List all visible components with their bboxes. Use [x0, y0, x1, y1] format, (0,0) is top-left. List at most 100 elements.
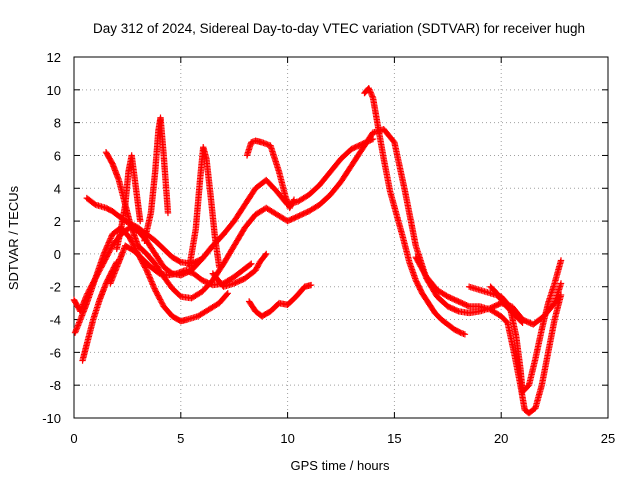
data-point	[137, 217, 144, 225]
y-tick-label: 2	[54, 214, 61, 229]
data-point	[154, 290, 161, 298]
y-tick-label: -10	[42, 411, 61, 426]
data-point	[102, 246, 109, 253]
data-point	[289, 199, 296, 206]
data-point	[145, 272, 153, 280]
data-point	[145, 271, 152, 278]
data-point	[90, 200, 98, 207]
data-point	[150, 282, 157, 289]
data-point	[104, 240, 112, 248]
data-point	[150, 283, 158, 291]
data-point	[216, 263, 223, 271]
y-tick-label: -4	[49, 313, 61, 328]
data-point	[126, 234, 133, 241]
data-point	[108, 233, 115, 241]
data-point	[142, 264, 149, 271]
series-arc5	[102, 126, 565, 328]
data-point	[105, 239, 112, 246]
data-point	[144, 268, 151, 275]
data-point	[148, 278, 155, 285]
data-point	[151, 285, 158, 292]
data-point	[247, 261, 254, 268]
data-point	[453, 307, 461, 314]
x-axis-label: GPS time / hours	[291, 458, 390, 473]
x-tick-label: 0	[70, 431, 77, 446]
x-tick-label: 25	[601, 431, 615, 446]
series-arc7	[113, 152, 144, 253]
data-point	[176, 258, 183, 265]
data-point	[368, 90, 375, 98]
data-point	[255, 261, 262, 269]
x-tick-label: 5	[177, 431, 184, 446]
data-point	[223, 291, 231, 298]
data-point	[253, 264, 261, 271]
data-point	[142, 265, 150, 273]
series-arc12	[245, 281, 315, 320]
data-point	[164, 209, 172, 217]
data-point	[146, 274, 153, 281]
data-point	[106, 236, 114, 244]
data-point	[100, 250, 108, 258]
data-point	[103, 243, 111, 251]
data-point	[519, 319, 526, 327]
data-point	[368, 92, 376, 99]
series-arc8	[141, 114, 172, 244]
series-arc11	[243, 137, 298, 212]
series-arc9	[186, 144, 223, 271]
data-point	[288, 200, 296, 208]
data-point	[248, 260, 255, 267]
y-tick-label: 8	[54, 116, 61, 131]
data-point	[147, 275, 154, 282]
data-point	[518, 318, 525, 325]
series-arc16	[487, 283, 526, 327]
data-point	[152, 288, 160, 295]
data-point	[149, 281, 156, 288]
data-point	[369, 93, 376, 100]
data-point	[104, 242, 111, 249]
data-point	[107, 235, 114, 242]
data-point	[365, 84, 372, 92]
data-point	[464, 302, 472, 310]
x-tick-label: 20	[494, 431, 508, 446]
data-point	[263, 250, 270, 258]
data-point	[101, 247, 109, 255]
data-point	[159, 300, 166, 307]
data-point	[155, 293, 162, 301]
data-point	[103, 245, 110, 252]
data-point	[101, 249, 108, 256]
data-point	[157, 297, 165, 305]
data-point	[156, 295, 163, 302]
data-point	[253, 265, 260, 273]
y-tick-label: -6	[49, 345, 61, 360]
data-point	[262, 251, 269, 259]
data-point	[147, 276, 155, 284]
y-axis-label: SDTVAR / TECUs	[6, 185, 21, 290]
y-tick-label: 10	[47, 83, 61, 98]
data-point	[461, 331, 469, 338]
series-arc10	[209, 250, 270, 290]
plot-frame	[73, 56, 609, 419]
y-tick-label: -2	[49, 280, 61, 295]
series-arc13	[361, 84, 469, 338]
data-point	[290, 196, 298, 203]
data-point	[156, 296, 164, 303]
data-point	[148, 279, 156, 287]
data-point	[143, 267, 150, 274]
data-markers	[70, 84, 565, 417]
data-point	[366, 86, 373, 93]
data-point	[287, 203, 294, 210]
data-point	[154, 292, 162, 299]
data-point	[153, 289, 160, 296]
series-arc15	[465, 257, 565, 395]
data-point	[158, 299, 165, 306]
x-tick-label: 10	[280, 431, 294, 446]
data-point	[557, 291, 565, 299]
axis-ticks: -10 -8 -6 -4 -2 0 2 4 6 8 10 12 0 5 10 15 20 25	[42, 50, 615, 446]
data-point	[366, 87, 374, 95]
data-point	[290, 197, 297, 205]
y-tick-label: 6	[54, 148, 61, 163]
y-tick-label: 12	[47, 50, 61, 65]
chart-title: Day 312 of 2024, Sidereal Day-to-day VTE…	[93, 21, 585, 36]
data-point	[557, 257, 565, 264]
